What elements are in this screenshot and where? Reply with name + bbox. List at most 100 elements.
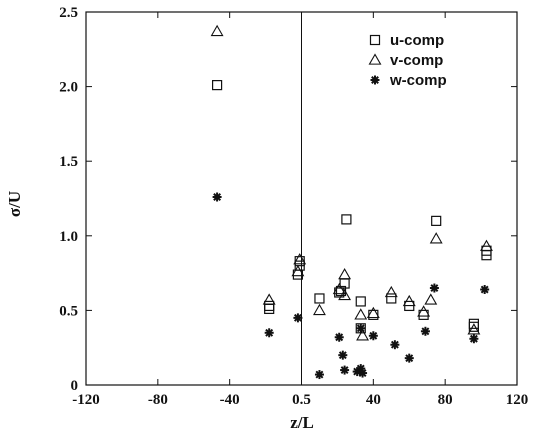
- x-tick-label: -40: [220, 392, 240, 408]
- u-comp-point: [468, 318, 479, 329]
- asterisk-stroke: [480, 285, 489, 294]
- w-comp-point: [334, 332, 344, 342]
- square-marker: [468, 318, 479, 329]
- asterisk-stroke: [340, 366, 349, 375]
- triangle-marker: [384, 285, 398, 298]
- w-comp-point: [429, 283, 439, 293]
- v-comp-point: [293, 253, 307, 265]
- legend-marker-v-comp: [368, 53, 382, 65]
- triangle-marker: [366, 306, 380, 319]
- v-comp-point: [338, 288, 352, 301]
- triangle-marker: [429, 232, 443, 244]
- u-comp-point: [386, 293, 397, 304]
- w-comp-point: [368, 331, 378, 341]
- legend-label-u-comp: u-comp: [390, 32, 444, 49]
- y-tick-label: 1.0: [59, 229, 78, 245]
- y-tick-label: 0: [71, 378, 79, 394]
- v-comp-point: [356, 329, 370, 341]
- asterisk-stroke: [358, 369, 367, 378]
- triangle-marker: [338, 288, 352, 301]
- asterisk-stroke: [335, 333, 344, 342]
- plot-area: -120 -80 -40 0.5 40 80 120 0 0.5 1.0 1.5 2.0 2.5: [59, 5, 528, 408]
- triangle-marker: [332, 282, 346, 295]
- asterisk-stroke: [356, 364, 365, 373]
- asterisk-stroke: [405, 354, 414, 363]
- triangle-marker: [338, 267, 352, 280]
- w-comp-point: [358, 368, 368, 378]
- series-u-comp: [211, 80, 492, 334]
- legend: u-comp v-comp w-comp: [368, 32, 447, 89]
- y-tick-label: 1.5: [59, 154, 78, 170]
- v-comp-point: [354, 308, 368, 320]
- w-comp-point: [390, 340, 400, 350]
- u-comp-point: [314, 293, 325, 304]
- w-comp-point: [264, 328, 274, 338]
- v-comp-point: [402, 294, 416, 307]
- series-v-comp: [210, 24, 493, 341]
- asterisk-stroke: [356, 324, 365, 333]
- square-marker: [264, 300, 275, 312]
- u-comp-point: [264, 300, 275, 312]
- triangle-marker: [313, 303, 326, 316]
- v-comp-point: [262, 293, 276, 305]
- triangle-marker: [417, 305, 431, 317]
- v-comp-point: [313, 303, 326, 316]
- x-tick-label: -80: [148, 392, 168, 408]
- asterisk-stroke: [421, 327, 430, 336]
- y-tick-label: 0.5: [59, 303, 78, 319]
- triangle-marker: [262, 293, 276, 305]
- y-tick-label: 2.0: [59, 80, 78, 96]
- x-tick-label: 120: [506, 392, 529, 408]
- v-comp-point: [417, 305, 431, 317]
- square-marker: [431, 215, 442, 226]
- asterisk-stroke: [430, 284, 439, 292]
- u-comp-point: [341, 214, 352, 225]
- v-comp-point: [384, 285, 398, 298]
- triangle-marker: [424, 293, 438, 305]
- w-comp-point: [420, 326, 430, 336]
- w-comp-point: [293, 313, 303, 323]
- x-axis-label: z/L: [290, 413, 314, 432]
- v-comp-point: [338, 267, 352, 280]
- asterisk-stroke: [293, 313, 302, 322]
- v-comp-point: [210, 24, 224, 37]
- legend-label-w-comp: w-comp: [389, 72, 447, 89]
- asterisk-stroke: [338, 351, 347, 360]
- legend-marker-w-comp: [370, 75, 380, 85]
- u-comp-point: [431, 215, 442, 226]
- v-comp-point: [366, 306, 380, 319]
- w-comp-point: [469, 334, 479, 344]
- v-comp-point: [291, 264, 305, 277]
- triangle-marker: [291, 264, 305, 277]
- w-comp-point: [480, 285, 490, 295]
- triangle-marker: [480, 239, 493, 251]
- x-tick-label: 80: [438, 392, 453, 408]
- x-tick-label: -120: [72, 392, 100, 408]
- x-tick-label: 0.5: [292, 392, 311, 408]
- w-comp-point: [340, 365, 350, 375]
- asterisk-stroke: [390, 340, 399, 349]
- triangle-marker: [356, 329, 370, 341]
- y-tick-label: 2.5: [59, 5, 78, 21]
- w-comp-point: [356, 323, 366, 333]
- w-comp-point: [212, 192, 222, 202]
- square-marker: [314, 293, 325, 304]
- square-marker: [369, 34, 381, 46]
- square-marker: [355, 296, 366, 307]
- w-comp-point: [404, 353, 414, 363]
- w-comp-point: [314, 370, 324, 380]
- square-marker: [264, 303, 275, 315]
- asterisk-stroke: [315, 370, 324, 379]
- square-marker: [386, 293, 397, 304]
- u-comp-point: [355, 296, 366, 307]
- triangle-marker: [467, 323, 481, 335]
- v-comp-point: [424, 293, 438, 305]
- v-comp-point: [332, 282, 346, 295]
- asterisk-stroke: [369, 331, 378, 340]
- square-marker: [211, 80, 223, 91]
- asterisk-stroke: [265, 328, 274, 337]
- triangle-marker: [210, 24, 224, 37]
- square-marker: [341, 214, 352, 225]
- w-comp-point: [338, 350, 348, 360]
